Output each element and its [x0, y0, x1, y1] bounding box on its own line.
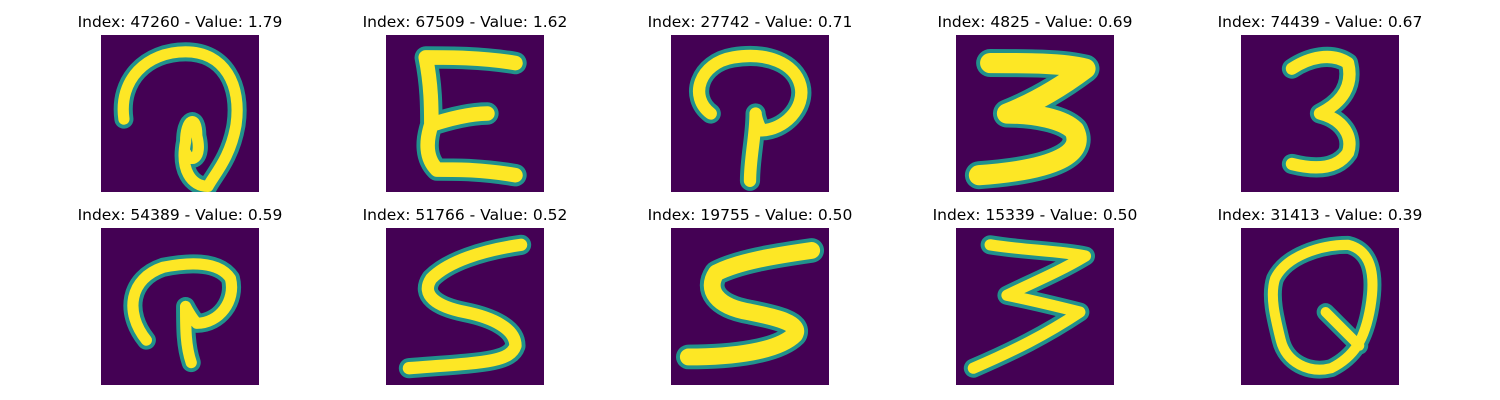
- panel-9: Index: 15339 - Value: 0.50: [915, 205, 1155, 385]
- digit-image: [101, 35, 259, 192]
- panel-title: Index: 47260 - Value: 1.79: [77, 13, 283, 31]
- panel-title: Index: 54389 - Value: 0.59: [77, 206, 283, 224]
- hook-p-icon: [689, 45, 812, 191]
- digit-3-bold-icon: [964, 49, 1100, 190]
- digit-image: [671, 228, 829, 385]
- digit-image: [386, 228, 544, 385]
- panel-8: Index: 19755 - Value: 0.50: [630, 205, 870, 385]
- hook-p-icon: [123, 254, 242, 373]
- digit-image: [956, 35, 1114, 192]
- panel-title: Index: 31413 - Value: 0.39: [1217, 206, 1423, 224]
- panel-3: Index: 27742 - Value: 0.71: [630, 12, 870, 192]
- panel-4: Index: 4825 - Value: 0.69: [915, 12, 1155, 192]
- digit-image: [386, 35, 544, 192]
- digit-image: [101, 228, 259, 385]
- panel-title: Index: 15339 - Value: 0.50: [932, 206, 1138, 224]
- panel-6: Index: 54389 - Value: 0.59: [60, 205, 300, 385]
- panel-7: Index: 51766 - Value: 0.52: [345, 205, 585, 385]
- ring-loop-icon: [113, 42, 247, 192]
- panel-1: Index: 47260 - Value: 1.79: [60, 12, 300, 192]
- panel-10: Index: 31413 - Value: 0.39: [1200, 205, 1440, 385]
- loop-q-icon: [1263, 235, 1382, 379]
- digit-5-icon: [398, 234, 532, 379]
- panel-5: Index: 74439 - Value: 0.67: [1200, 12, 1440, 192]
- digit-image: [1241, 35, 1399, 192]
- digit-image: [671, 35, 829, 192]
- digit-3-z-icon: [963, 235, 1095, 378]
- panel-title: Index: 67509 - Value: 1.62: [362, 13, 568, 31]
- digit-5-icon: [675, 238, 825, 370]
- panel-title: Index: 4825 - Value: 0.69: [937, 13, 1133, 31]
- panel-2: Index: 67509 - Value: 1.62: [345, 12, 585, 192]
- panel-title: Index: 27742 - Value: 0.71: [647, 13, 853, 31]
- letter-e-icon: [414, 46, 527, 187]
- panel-title: Index: 74439 - Value: 0.67: [1217, 13, 1423, 31]
- panel-title: Index: 19755 - Value: 0.50: [647, 206, 853, 224]
- panel-title: Index: 51766 - Value: 0.52: [362, 206, 568, 224]
- digit-image: [1241, 228, 1399, 385]
- digit-image: [956, 228, 1114, 385]
- digit-3-icon: [1281, 46, 1360, 178]
